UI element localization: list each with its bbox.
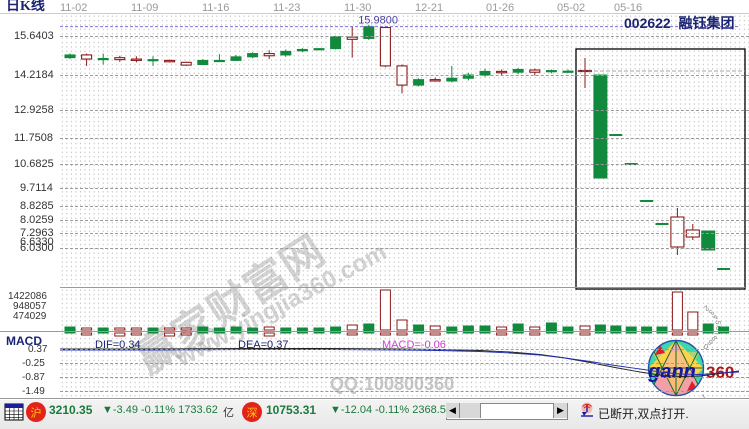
svg-text:深: 深 — [247, 407, 258, 420]
svg-text:沪: 沪 — [31, 406, 42, 420]
svg-text:15.9800: 15.9800 — [358, 15, 398, 27]
